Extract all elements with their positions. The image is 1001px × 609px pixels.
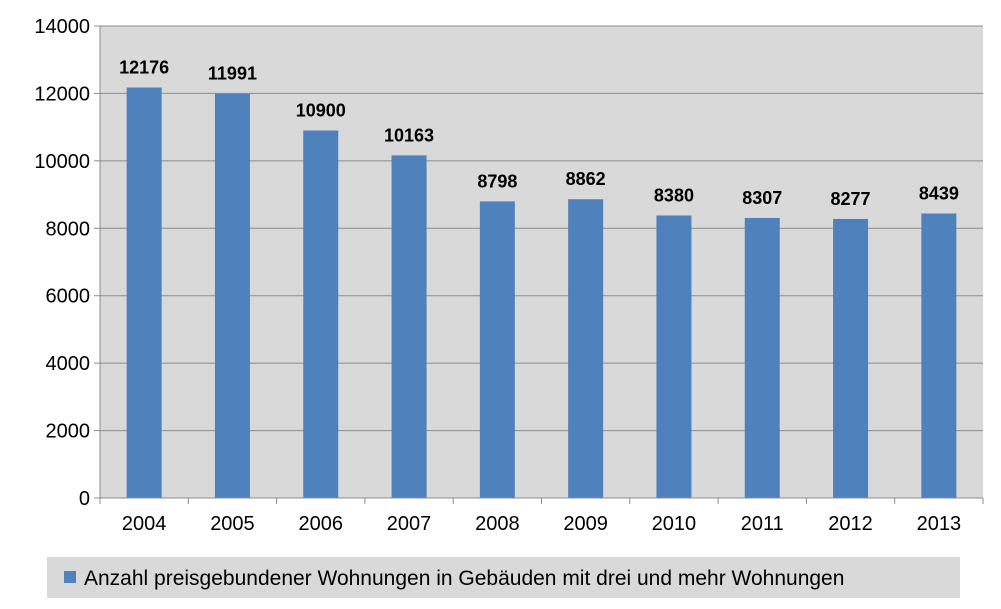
data-label: 8307 (742, 188, 782, 208)
bar (833, 218, 869, 499)
bar (479, 201, 515, 498)
bar (568, 199, 604, 498)
x-tick-label: 2004 (122, 513, 167, 535)
x-tick-label: 2013 (917, 513, 962, 535)
x-tick-label: 2012 (828, 513, 873, 535)
y-tick-label: 0 (79, 488, 90, 510)
y-tick-label: 10000 (34, 151, 90, 173)
bar (921, 213, 957, 498)
data-label: 12176 (119, 57, 169, 77)
bar (126, 87, 162, 498)
legend: Anzahl preisgebundener Wohnungen in Gebä… (47, 557, 960, 598)
x-tick-label: 2006 (299, 513, 344, 535)
legend-box (47, 557, 960, 598)
y-tick-label: 6000 (46, 286, 91, 308)
axes (94, 25, 984, 504)
x-tick-label: 2005 (210, 513, 255, 535)
data-label: 8439 (919, 183, 959, 203)
y-tick-label: 12000 (34, 83, 90, 105)
bar (744, 217, 780, 498)
data-label: 10163 (384, 125, 434, 145)
data-label: 8798 (477, 171, 517, 191)
bar (656, 215, 692, 498)
y-tick-label: 2000 (46, 421, 91, 443)
labels: 0 2000 4000 6000 8000 10000 12000 14000 12176 200… (34, 16, 961, 535)
bar (214, 93, 250, 499)
y-tick-label: 14000 (34, 16, 90, 38)
data-label: 11991 (208, 64, 257, 84)
x-tick-label: 2007 (387, 513, 432, 535)
bar (391, 155, 427, 499)
data-label: 8277 (831, 189, 871, 209)
y-tick-label: 8000 (46, 218, 91, 240)
legend-swatch (64, 571, 76, 583)
data-label: 8862 (566, 169, 606, 189)
x-tick-label: 2009 (563, 513, 608, 535)
y-tick-label: 4000 (46, 353, 91, 375)
data-label: 10900 (296, 101, 346, 121)
data-label: 8380 (654, 185, 694, 205)
x-tick-label: 2010 (652, 513, 697, 535)
bars (126, 87, 957, 499)
x-tick-label: 2008 (475, 513, 520, 535)
x-tick-label: 2011 (741, 513, 784, 535)
legend-label: Anzahl preisgebundener Wohnungen in Gebä… (84, 567, 844, 590)
bar (303, 130, 339, 498)
